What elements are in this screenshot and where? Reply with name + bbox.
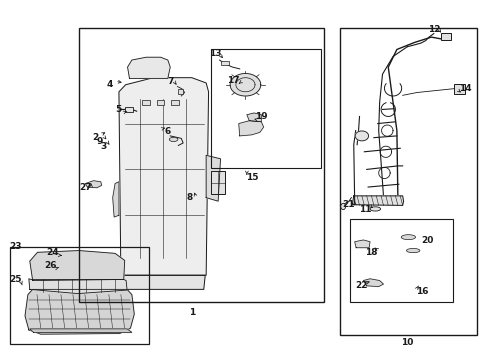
Polygon shape [354, 240, 369, 248]
Polygon shape [363, 279, 383, 287]
Text: 7: 7 [167, 77, 173, 86]
Polygon shape [85, 181, 102, 188]
Circle shape [354, 131, 368, 141]
Bar [79, 28, 323, 302]
Polygon shape [30, 251, 124, 280]
Bar [453, 84, 464, 94]
Text: 27: 27 [79, 183, 92, 192]
Text: 11: 11 [358, 205, 371, 214]
Polygon shape [351, 196, 403, 206]
Text: 12: 12 [427, 24, 440, 33]
Polygon shape [29, 279, 127, 294]
Text: 4: 4 [106, 80, 112, 89]
Bar [210, 171, 225, 194]
Polygon shape [112, 182, 119, 217]
Bar [124, 107, 133, 112]
Text: 19: 19 [254, 112, 267, 121]
Text: 10: 10 [401, 338, 413, 347]
Bar [171, 100, 179, 105]
Polygon shape [25, 289, 134, 334]
Text: 8: 8 [186, 193, 192, 202]
Text: 23: 23 [9, 242, 21, 251]
Polygon shape [230, 73, 260, 96]
Text: 13: 13 [209, 49, 222, 58]
Polygon shape [238, 121, 263, 136]
Text: 9: 9 [97, 137, 103, 146]
Text: 15: 15 [246, 173, 258, 182]
Text: 22: 22 [355, 281, 367, 290]
Ellipse shape [400, 235, 415, 240]
Polygon shape [30, 329, 132, 332]
Bar [349, 219, 452, 302]
Ellipse shape [406, 248, 419, 253]
Text: 20: 20 [421, 236, 433, 245]
Bar [340, 28, 476, 335]
Text: 17: 17 [227, 76, 239, 85]
Ellipse shape [340, 203, 345, 210]
Text: 2: 2 [92, 133, 98, 142]
Bar [210, 49, 321, 168]
Text: 25: 25 [9, 275, 21, 284]
Polygon shape [246, 113, 261, 122]
Bar [157, 100, 164, 105]
Text: 14: 14 [458, 84, 470, 93]
Bar [10, 247, 148, 344]
Text: 16: 16 [416, 287, 428, 296]
Text: 6: 6 [164, 127, 171, 136]
Ellipse shape [369, 207, 380, 211]
Text: 3: 3 [100, 142, 106, 151]
Polygon shape [122, 275, 205, 289]
Polygon shape [206, 155, 220, 201]
Text: 18: 18 [365, 248, 377, 257]
Bar [221, 61, 229, 65]
Bar [142, 100, 150, 105]
Polygon shape [119, 78, 208, 275]
Text: 21: 21 [342, 200, 354, 209]
Bar [178, 89, 183, 94]
Text: 26: 26 [44, 261, 57, 270]
Polygon shape [127, 57, 170, 78]
Ellipse shape [169, 137, 178, 141]
Text: 24: 24 [46, 248, 59, 257]
Bar [440, 32, 449, 40]
Text: 5: 5 [115, 105, 122, 114]
Text: 1: 1 [188, 308, 195, 317]
